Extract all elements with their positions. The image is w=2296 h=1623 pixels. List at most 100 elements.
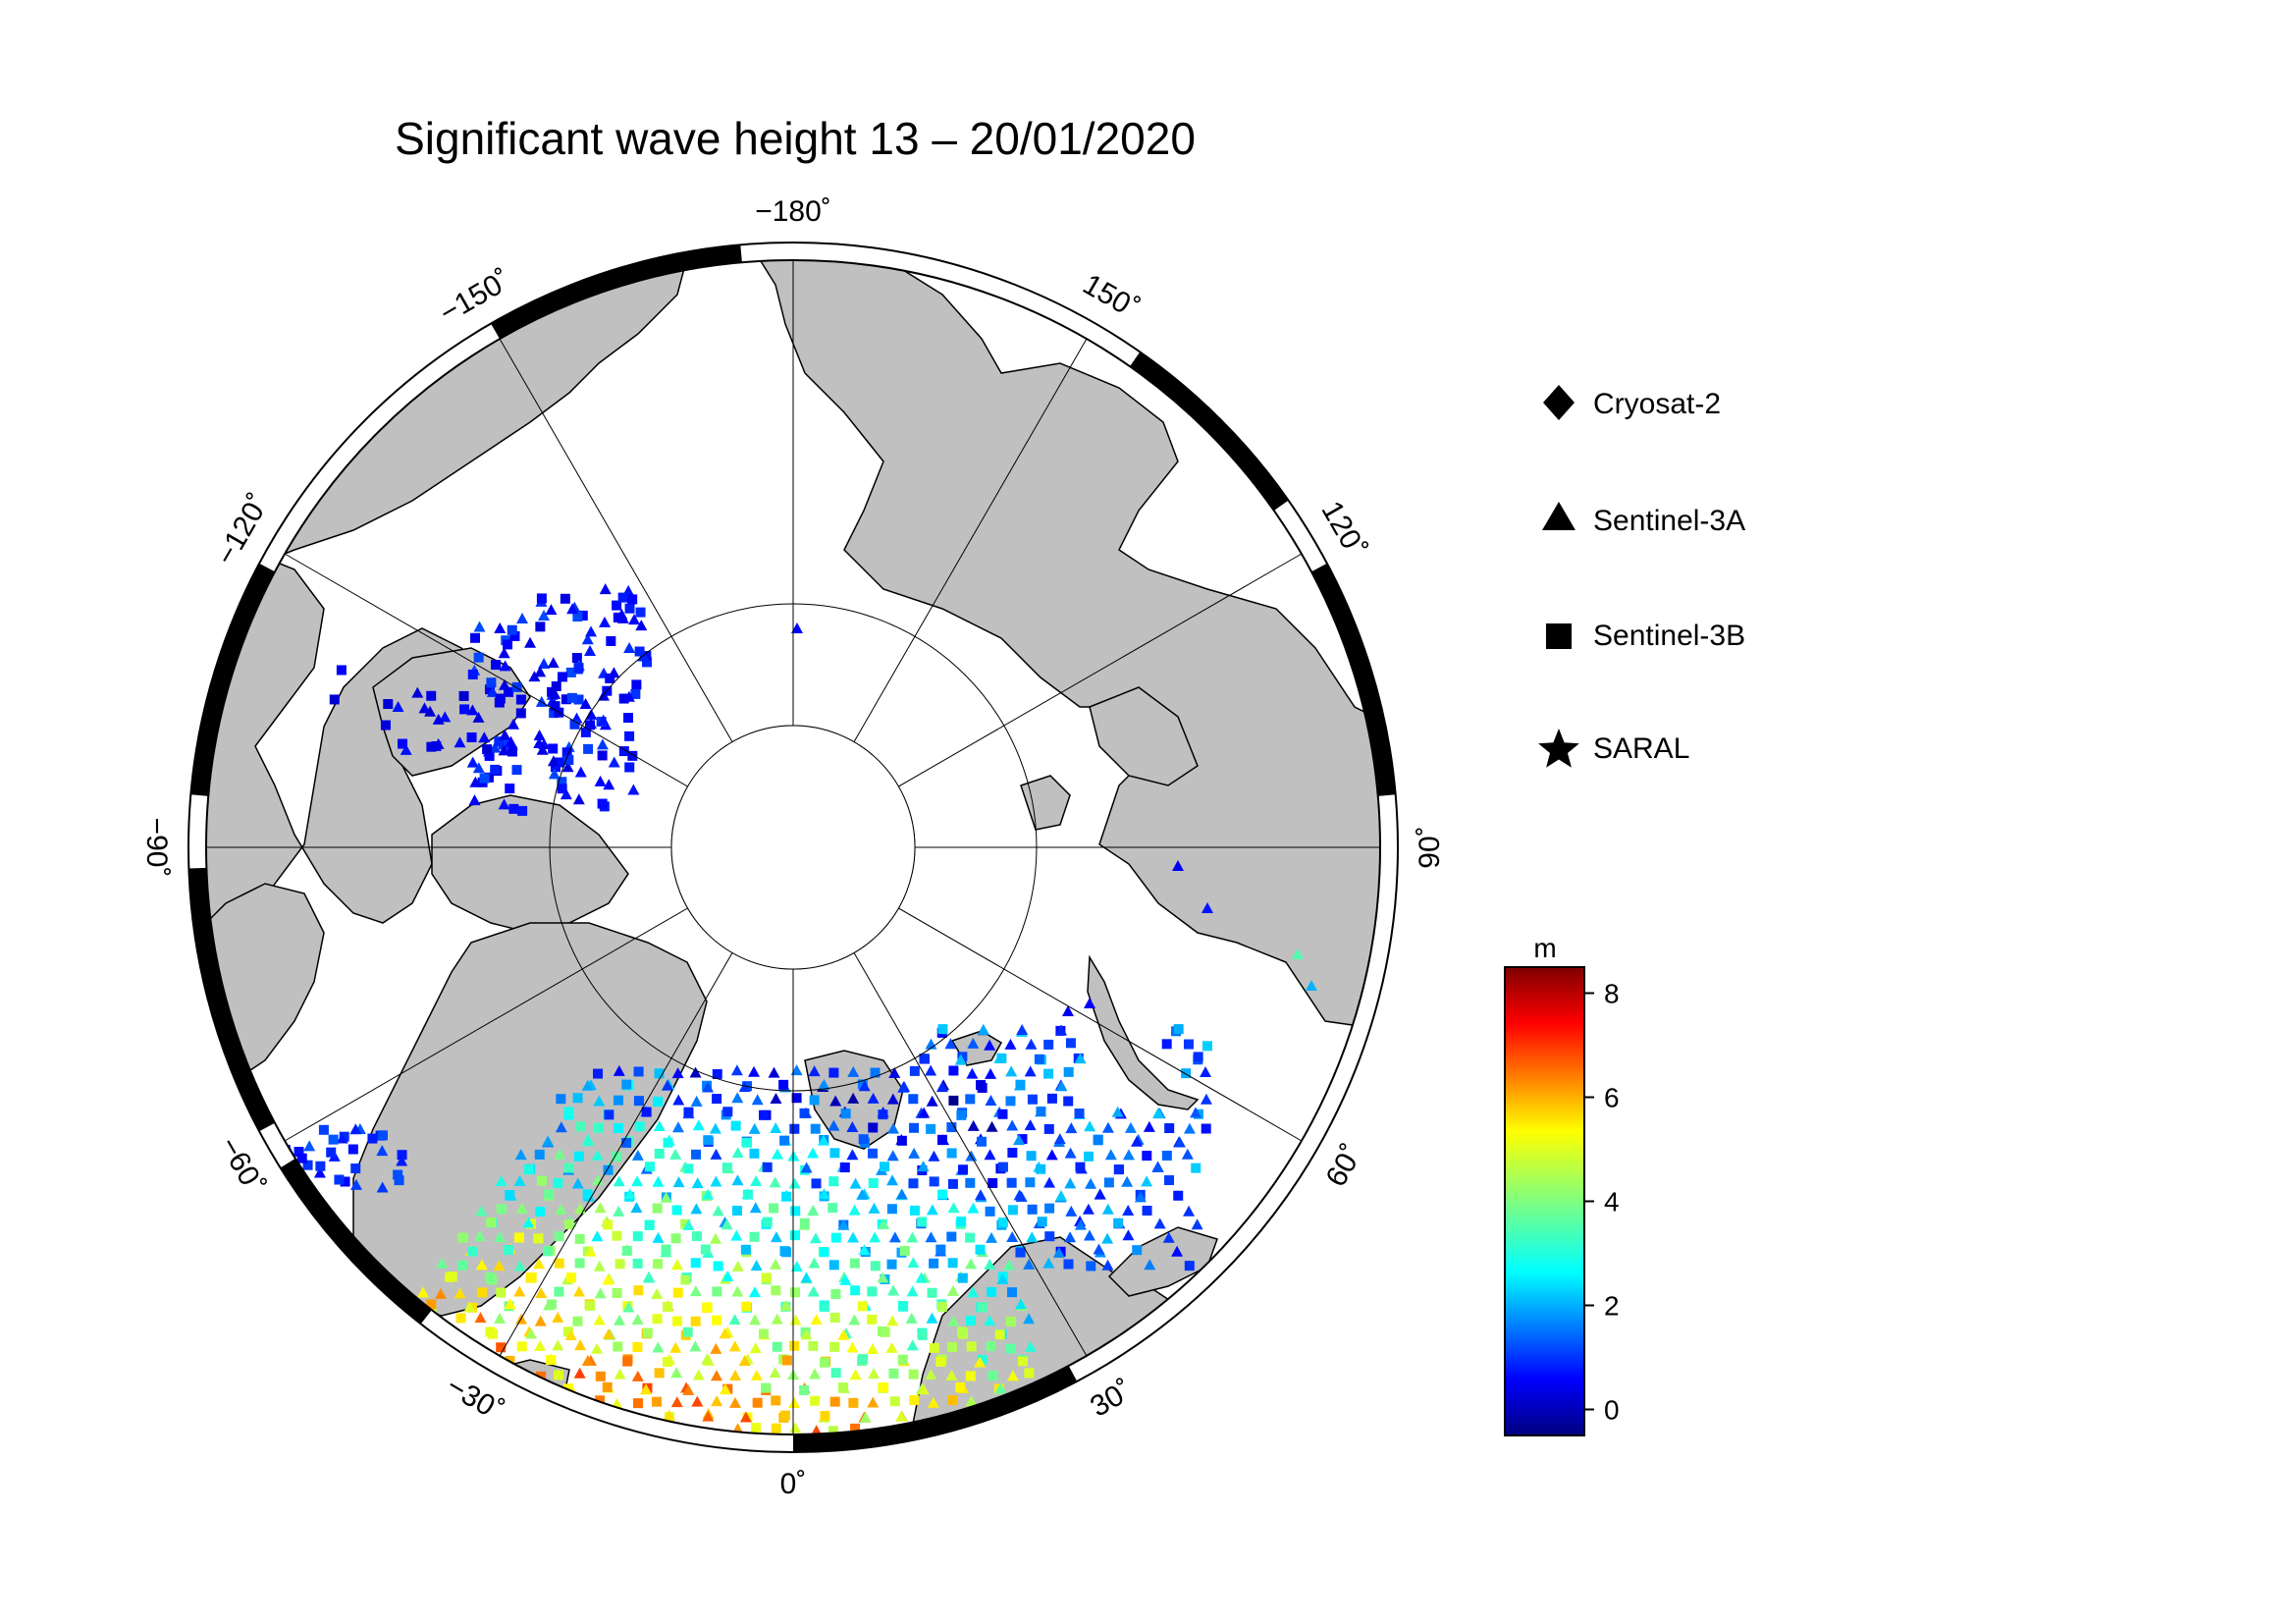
observation-marker [721,1218,733,1230]
observation-marker [561,761,574,773]
observation-marker [495,1175,507,1187]
observation-marker [1132,1245,1143,1256]
observation-marker [730,1120,741,1131]
observation-marker [1055,1024,1068,1036]
observation-marker [1027,1094,1038,1105]
observation-marker [1053,1133,1066,1145]
observation-marker [729,1369,742,1380]
observation-marker [376,1181,389,1193]
observation-marker [858,1134,869,1145]
observation-marker [545,604,558,616]
observation-marker [926,1312,938,1324]
observation-marker [1183,1122,1196,1134]
observation-marker [553,1177,563,1188]
observation-marker [997,1217,1008,1228]
observation-marker [985,1206,995,1217]
observation-marker [457,1232,468,1243]
observation-marker [947,1178,958,1189]
land-taymyr [1089,686,1199,786]
observation-marker [459,704,470,715]
observation-marker [398,738,408,749]
observation-marker [594,1202,607,1214]
observation-marker [946,1231,957,1242]
longitude-label: −180˚ [755,195,831,228]
observation-marker [1013,1079,1026,1091]
observation-marker [494,736,505,747]
observation-marker [536,1371,547,1381]
observation-marker [800,1162,813,1173]
observation-marker [652,1203,663,1214]
observation-marker [642,1271,655,1282]
observation-marker [1161,1039,1172,1050]
observation-marker [984,1039,996,1051]
observation-marker [466,756,479,768]
observation-marker [702,1302,713,1313]
observation-marker [1006,1177,1017,1188]
observation-marker [585,708,598,720]
observation-marker [682,1326,693,1337]
observation-marker [996,1272,1009,1284]
observation-marker [965,1232,976,1243]
observation-marker [654,1068,665,1079]
observation-marker [627,784,640,795]
observation-marker [965,1258,978,1270]
observation-marker [683,1107,694,1117]
observation-marker [612,600,622,611]
observation-marker [634,646,645,657]
observation-marker [807,1285,820,1297]
observation-marker [738,1354,751,1366]
observation-marker [613,1341,623,1352]
observation-marker [496,1287,507,1298]
observation-marker [1055,1080,1068,1092]
observation-marker [334,1174,345,1185]
observation-marker [472,762,485,774]
observation-marker [504,1245,514,1256]
observation-marker [634,1121,645,1132]
observation-marker [1085,1177,1097,1189]
observation-marker [498,678,510,690]
observation-marker [543,1246,554,1257]
observation-marker [870,1261,881,1271]
observation-marker [613,612,623,622]
observation-marker [888,1066,901,1078]
observation-marker [476,1287,487,1298]
observation-marker [1005,1343,1016,1354]
observation-marker [988,1371,998,1381]
observation-marker [621,1137,632,1148]
observation-marker [1064,1231,1077,1243]
observation-marker [857,1354,868,1365]
observation-marker [670,1233,681,1244]
observation-marker [393,1169,403,1180]
observation-marker [571,1177,584,1189]
observation-marker [731,1260,744,1271]
observation-marker [613,1122,623,1133]
observation-marker [1101,1121,1114,1133]
observation-marker [536,1175,547,1186]
square-icon [1546,623,1572,649]
observation-marker [623,1188,636,1200]
observation-marker [906,1339,919,1351]
observation-marker [1183,1205,1196,1217]
observation-marker [1111,1106,1124,1117]
observation-marker [591,1342,604,1354]
observation-marker [858,1244,871,1256]
observation-marker [770,1092,782,1104]
observation-marker [584,644,597,656]
observation-marker [432,713,445,725]
observation-marker [691,1231,702,1242]
longitude-label: −90˚ [140,818,173,878]
observation-marker [557,784,567,794]
observation-marker [703,1135,714,1146]
observation-marker [595,1395,606,1406]
observation-marker [1201,1041,1212,1052]
observation-marker [868,1122,879,1133]
observation-marker [563,1163,574,1173]
observation-marker [349,1123,362,1135]
observation-marker [956,1217,967,1227]
observation-marker [837,1328,850,1340]
observation-marker [731,1174,744,1186]
observation-marker [572,1316,583,1326]
observation-marker [984,1259,996,1271]
observation-marker [496,1342,507,1353]
observation-marker [436,1257,449,1269]
